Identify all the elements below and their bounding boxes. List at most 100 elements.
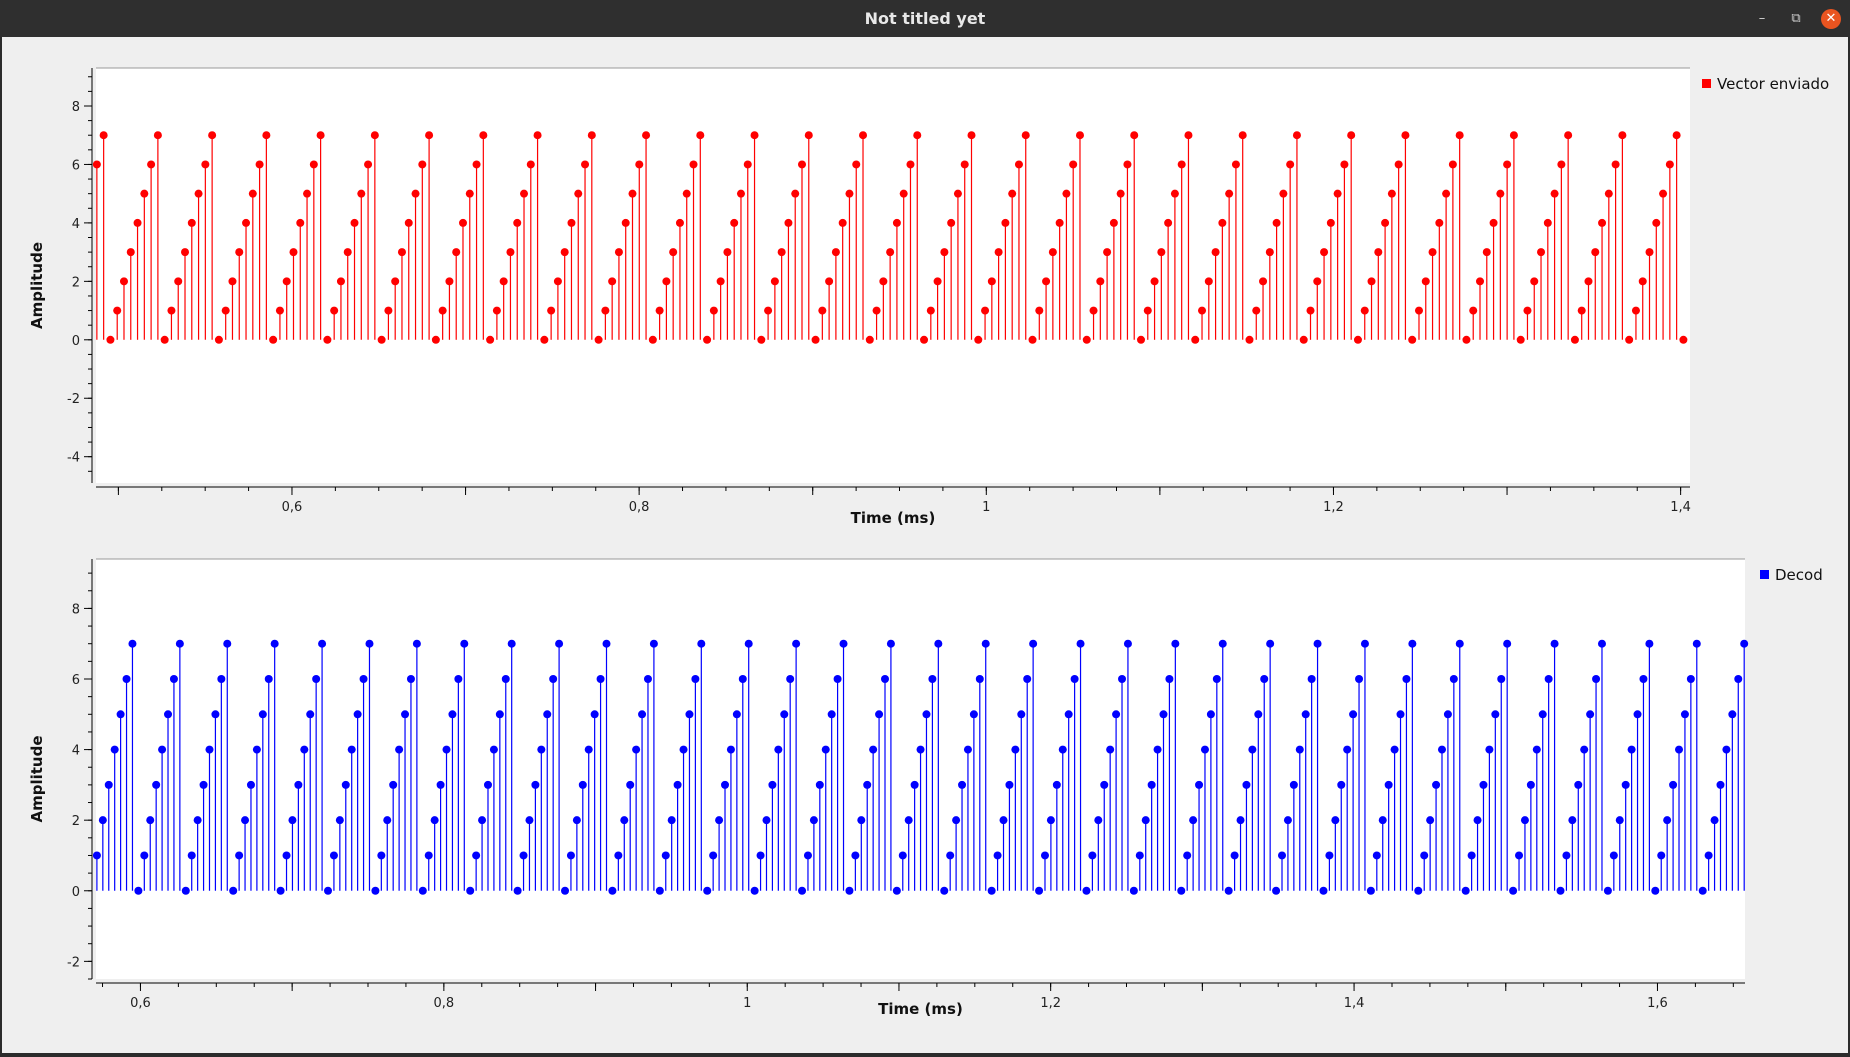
stem-point	[1231, 160, 1240, 169]
stem-point	[994, 248, 1003, 257]
stem-point	[1048, 248, 1057, 257]
stem-point	[1592, 675, 1601, 683]
stem-point	[1722, 745, 1731, 754]
stem-point	[1538, 710, 1547, 719]
stem-point	[685, 710, 694, 719]
stem-point	[1420, 851, 1429, 860]
stem-point	[1343, 745, 1352, 754]
stem-point	[242, 218, 251, 227]
stem-point	[99, 131, 108, 140]
stem-point	[963, 745, 972, 754]
stem-point	[667, 816, 676, 825]
stem-point	[1289, 780, 1298, 789]
stem-point	[655, 306, 664, 315]
stem-point	[1543, 218, 1552, 227]
stem-point	[104, 780, 113, 789]
stem-point	[910, 780, 919, 789]
stem-point	[1515, 851, 1524, 860]
stem-point	[330, 306, 339, 315]
stem-point	[1692, 639, 1701, 648]
stem-point	[744, 639, 753, 648]
stem-point	[892, 218, 901, 227]
chart-vector-enviado[interactable]: 8 6 4 2 0 -2 -4 0,6 0,8 1 1,2 1,4 Time (ms) Amplitude…	[28, 67, 1829, 527]
stem-point	[454, 675, 463, 683]
stem-point	[1252, 306, 1261, 315]
stem-point	[933, 277, 942, 286]
stem-point	[1603, 886, 1612, 895]
stem-point	[430, 816, 439, 825]
restore-icon[interactable]: ⧉	[1791, 11, 1801, 26]
plot-canvas[interactable]	[96, 68, 1690, 483]
stem-point	[246, 780, 255, 789]
stem-point	[1414, 886, 1423, 895]
stem-point	[359, 675, 368, 683]
stem-point	[958, 780, 967, 789]
stem-point	[987, 886, 996, 895]
stem-point	[1604, 189, 1613, 198]
stem-point	[1299, 335, 1308, 344]
stem-point	[1349, 710, 1358, 719]
stem-point	[827, 710, 836, 719]
stem-point	[335, 816, 344, 825]
stem-point	[732, 710, 741, 719]
stem-point	[1638, 277, 1647, 286]
stem-point	[282, 851, 291, 860]
close-icon[interactable]: ✕	[1821, 9, 1841, 29]
stem-point	[1627, 745, 1636, 754]
stem-point	[1437, 745, 1446, 754]
x-axis-label: Time (ms)	[851, 509, 936, 527]
window-title: Not titled yet	[864, 9, 986, 28]
stem-point	[590, 710, 599, 719]
stem-point	[1070, 675, 1079, 683]
stem-point	[1129, 886, 1138, 895]
stem-point	[1245, 335, 1254, 344]
stem-point	[1479, 780, 1488, 789]
stem-point	[857, 816, 866, 825]
stem-point	[1598, 218, 1607, 227]
stem-point	[768, 780, 777, 789]
stem-point	[696, 131, 705, 140]
minimize-icon[interactable]: –	[1758, 11, 1766, 26]
legend-label[interactable]: Decod	[1775, 566, 1823, 584]
stem-point	[1435, 218, 1444, 227]
stem-point	[478, 816, 487, 825]
stem-point	[614, 851, 623, 860]
stem-point	[221, 306, 230, 315]
stem-point	[147, 160, 156, 169]
stem-point	[1360, 639, 1369, 648]
stem-point	[445, 277, 454, 286]
stem-point	[1028, 335, 1037, 344]
stem-point	[928, 675, 937, 683]
stem-point	[229, 886, 238, 895]
stem-point	[993, 851, 1002, 860]
stem-point	[303, 189, 312, 198]
stem-point	[194, 189, 203, 198]
y-tick-label: 2	[72, 814, 80, 829]
stem-point	[128, 639, 137, 648]
stem-point	[1462, 335, 1471, 344]
stem-point	[1200, 745, 1209, 754]
stem-point	[92, 851, 101, 860]
stem-point	[642, 131, 651, 140]
stem-point	[1639, 675, 1648, 683]
legend-label[interactable]: Vector enviado	[1717, 75, 1829, 93]
stem-point	[987, 277, 996, 286]
stem-point	[715, 816, 724, 825]
stem-point	[395, 745, 404, 754]
stem-point	[353, 710, 362, 719]
x-tick-label: 1	[982, 500, 990, 515]
stem-point	[1663, 816, 1672, 825]
chart-decod[interactable]: 8 6 4 2 0 -2 0,6 0,8 1 1,2 1,4 1,6 Time (ms) Amplitud…	[28, 558, 1823, 1018]
stem-point	[809, 816, 818, 825]
stem-point	[1042, 277, 1051, 286]
stem-point	[1621, 780, 1630, 789]
stem-point	[377, 335, 386, 344]
stem-point	[472, 160, 481, 169]
stem-point	[869, 745, 878, 754]
stem-point	[1272, 218, 1281, 227]
stem-point	[146, 816, 155, 825]
stem-point	[632, 745, 641, 754]
stem-point	[1408, 639, 1417, 648]
stem-point	[438, 306, 447, 315]
stem-point	[1055, 218, 1064, 227]
